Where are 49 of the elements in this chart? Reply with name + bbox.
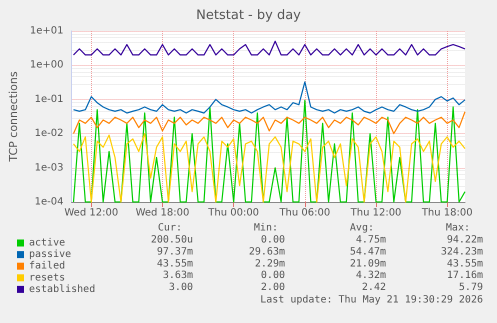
text: 200.50u bbox=[150, 234, 193, 246]
x-tick-label: Thu 18:00 bbox=[420, 208, 473, 218]
y-tick-label: 1e+00 bbox=[30, 60, 64, 71]
text: Cur: bbox=[158, 222, 182, 234]
legend-label: established bbox=[29, 284, 96, 295]
text: 43.55m bbox=[446, 258, 483, 270]
text: 17.16m bbox=[446, 270, 483, 282]
line-series bbox=[72, 81, 466, 114]
text: 3.63m bbox=[162, 270, 193, 282]
line-series bbox=[72, 133, 466, 203]
x-tick-label: Wed 12:00 bbox=[64, 208, 118, 218]
x-tick-label: Wed 18:00 bbox=[136, 208, 190, 218]
legend-label: active bbox=[29, 238, 66, 248]
text: 94.22m bbox=[446, 234, 483, 246]
text: 0.00 bbox=[260, 270, 285, 282]
line-series bbox=[72, 111, 466, 134]
x-tick-label: Thu 06:00 bbox=[278, 208, 330, 218]
text: Last update: Thu May 21 19:30:29 2026 bbox=[260, 294, 483, 306]
text: 4.32m bbox=[356, 270, 386, 282]
text: 29.63m bbox=[248, 246, 285, 258]
text: 21.09m bbox=[350, 258, 386, 270]
x-tick-label: Thu 12:00 bbox=[350, 208, 402, 218]
text: 0.00 bbox=[260, 234, 285, 246]
text: Avg: bbox=[350, 222, 374, 234]
x-tick-label: Thu 00:00 bbox=[207, 208, 260, 218]
y-axis-title: TCP connections bbox=[7, 71, 20, 163]
text: 2.00 bbox=[260, 282, 285, 294]
text: Min: bbox=[254, 222, 278, 234]
text: Max: bbox=[446, 222, 470, 234]
text: 2.42 bbox=[362, 282, 386, 294]
text: 97.37m bbox=[156, 246, 193, 258]
line-series bbox=[72, 40, 466, 56]
text: 2.29m bbox=[254, 258, 285, 270]
text: 54.47m bbox=[350, 246, 386, 258]
text: 43.55m bbox=[156, 258, 193, 270]
legend-label: resets bbox=[29, 272, 66, 284]
y-tick-label: 1e-04 bbox=[34, 196, 64, 208]
text: 3.00 bbox=[168, 282, 193, 294]
y-tick-label: 1e-01 bbox=[34, 94, 64, 105]
y-tick-label: 1e-03 bbox=[34, 162, 64, 174]
legend-label: failed bbox=[29, 260, 66, 272]
text: 4.75m bbox=[356, 234, 386, 246]
text: 5.79 bbox=[458, 282, 483, 294]
y-tick-label: 1e-02 bbox=[34, 128, 64, 140]
chart-title: Netstat - by day bbox=[196, 8, 302, 23]
line-series bbox=[72, 100, 466, 203]
text: 324.23m bbox=[440, 246, 483, 258]
legend-label: passive bbox=[29, 249, 72, 260]
y-tick-label: 1e+01 bbox=[30, 26, 64, 36]
